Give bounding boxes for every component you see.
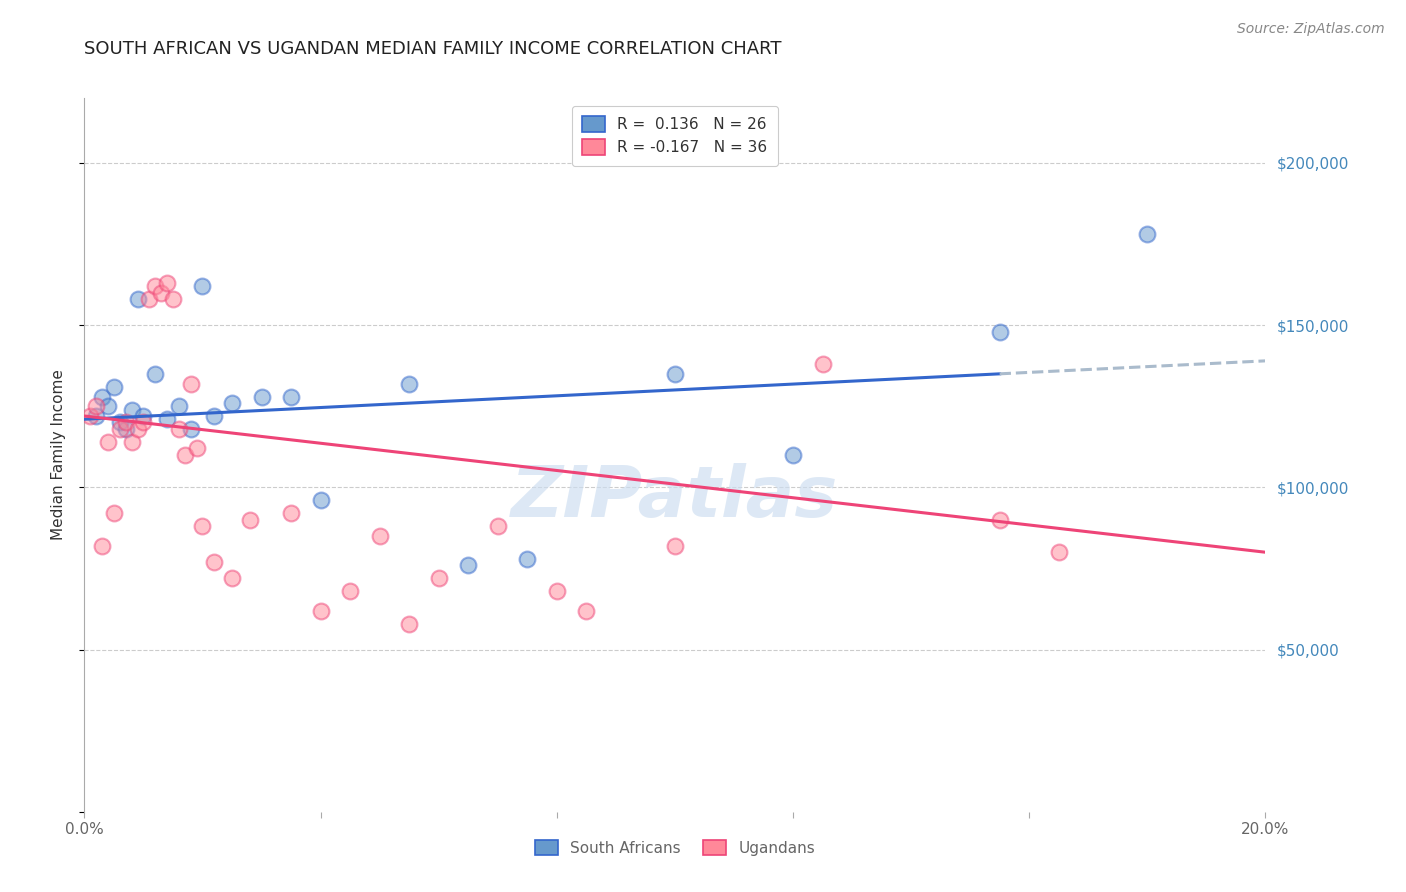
Point xyxy=(114,422,136,436)
Point xyxy=(167,422,190,436)
Point xyxy=(191,519,214,533)
Point xyxy=(988,513,1011,527)
Point xyxy=(309,604,332,618)
Point xyxy=(108,422,131,436)
Point xyxy=(457,558,479,573)
Point xyxy=(138,292,160,306)
Point xyxy=(132,416,155,430)
Point xyxy=(486,519,509,533)
Point xyxy=(114,416,136,430)
Point xyxy=(91,390,114,404)
Point xyxy=(202,555,225,569)
Point xyxy=(398,616,420,631)
Point xyxy=(239,513,262,527)
Point xyxy=(516,551,538,566)
Point xyxy=(398,376,420,391)
Point xyxy=(546,584,568,599)
Point xyxy=(162,292,184,306)
Y-axis label: Median Family Income: Median Family Income xyxy=(51,369,66,541)
Point xyxy=(143,367,166,381)
Point xyxy=(156,412,179,426)
Point xyxy=(250,390,273,404)
Point xyxy=(988,325,1011,339)
Point xyxy=(121,402,143,417)
Point xyxy=(664,367,686,381)
Legend: South Africans, Ugandans: South Africans, Ugandans xyxy=(526,830,824,864)
Point xyxy=(427,571,450,585)
Point xyxy=(97,434,120,449)
Point xyxy=(280,506,302,520)
Point xyxy=(150,285,173,300)
Point xyxy=(191,279,214,293)
Point xyxy=(132,409,155,423)
Point xyxy=(79,409,101,423)
Point xyxy=(280,390,302,404)
Point xyxy=(811,357,834,371)
Point xyxy=(84,399,107,413)
Point xyxy=(167,399,190,413)
Text: SOUTH AFRICAN VS UGANDAN MEDIAN FAMILY INCOME CORRELATION CHART: SOUTH AFRICAN VS UGANDAN MEDIAN FAMILY I… xyxy=(84,40,782,58)
Point xyxy=(664,539,686,553)
Point xyxy=(121,434,143,449)
Point xyxy=(221,396,243,410)
Point xyxy=(91,539,114,553)
Point xyxy=(173,448,195,462)
Point xyxy=(156,276,179,290)
Point xyxy=(127,422,149,436)
Point xyxy=(368,529,391,543)
Point xyxy=(339,584,361,599)
Text: Source: ZipAtlas.com: Source: ZipAtlas.com xyxy=(1237,22,1385,37)
Point xyxy=(221,571,243,585)
Point xyxy=(103,380,125,394)
Point xyxy=(97,399,120,413)
Point xyxy=(1136,227,1159,242)
Point xyxy=(1047,545,1070,559)
Point xyxy=(186,442,208,456)
Point xyxy=(180,376,202,391)
Point xyxy=(202,409,225,423)
Point xyxy=(108,416,131,430)
Point xyxy=(782,448,804,462)
Point xyxy=(127,292,149,306)
Text: ZIPatlas: ZIPatlas xyxy=(512,463,838,533)
Point xyxy=(309,493,332,508)
Point xyxy=(575,604,598,618)
Point xyxy=(84,409,107,423)
Point xyxy=(103,506,125,520)
Point xyxy=(180,422,202,436)
Point xyxy=(143,279,166,293)
